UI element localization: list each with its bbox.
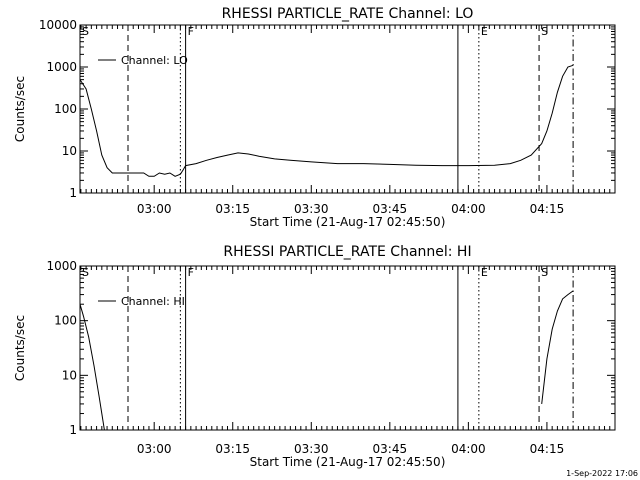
chart-panel-lo: RHESSI PARTICLE_RATE Channel: LO Counts/s… (13, 6, 616, 229)
y-tick-label: 10 (62, 368, 77, 382)
plot-frame (79, 24, 616, 194)
event-marker-label: S (541, 266, 548, 279)
event-marker-label: F (188, 266, 194, 279)
y-tick-label: 100 (54, 102, 77, 116)
legend-label: Channel: LO (121, 54, 188, 67)
event-marker-label: S (82, 266, 89, 279)
y-axis-label: Counts/sec (13, 315, 27, 381)
x-axis-label: Start Time (21-Aug-17 02:45:50) (250, 215, 446, 229)
chart-title: RHESSI PARTICLE_RATE Channel: HI (223, 244, 471, 260)
event-marker-label: E (481, 25, 488, 38)
x-axis-label: Start Time (21-Aug-17 02:45:50) (250, 455, 446, 469)
plot-frame (79, 265, 616, 431)
x-tick-label: 03:30 (294, 442, 329, 456)
x-tick-label: 04:00 (451, 202, 486, 216)
y-tick-label: 1 (69, 186, 77, 200)
x-tick-label: 03:15 (215, 442, 250, 456)
series-line-channel-hi (541, 290, 574, 404)
y-tick-label: 1000 (46, 259, 77, 273)
x-tick-label: 03:15 (215, 202, 250, 216)
x-tick-label: 04:15 (530, 442, 565, 456)
y-tick-label: 1 (69, 423, 77, 437)
y-tick-label: 10000 (39, 18, 77, 32)
x-tick-label: 03:00 (137, 442, 172, 456)
x-tick-label: 03:30 (294, 202, 329, 216)
x-tick-label: 03:45 (373, 442, 408, 456)
x-tick-label: 04:00 (451, 442, 486, 456)
y-tick-label: 10 (62, 144, 77, 158)
legend-label: Channel: HI (121, 295, 185, 308)
y-tick-label: 1000 (46, 60, 77, 74)
x-tick-label: 03:00 (137, 202, 172, 216)
series-line-channel-lo (80, 64, 574, 177)
event-marker-label: S (541, 25, 548, 38)
series-line-channel-hi (80, 304, 105, 430)
x-tick-label: 04:15 (530, 202, 565, 216)
chart-panel-hi: RHESSI PARTICLE_RATE Channel: HI Counts/s… (13, 244, 616, 469)
event-marker-label: S (82, 25, 89, 38)
y-axis-label: Counts/sec (13, 76, 27, 142)
event-marker-label: F (188, 25, 194, 38)
footer-timestamp: 1-Sep-2022 17:06 (566, 469, 638, 478)
chart-title: RHESSI PARTICLE_RATE Channel: LO (222, 6, 474, 22)
y-tick-label: 100 (54, 314, 77, 328)
x-tick-label: 03:45 (373, 202, 408, 216)
event-marker-label: E (481, 266, 488, 279)
